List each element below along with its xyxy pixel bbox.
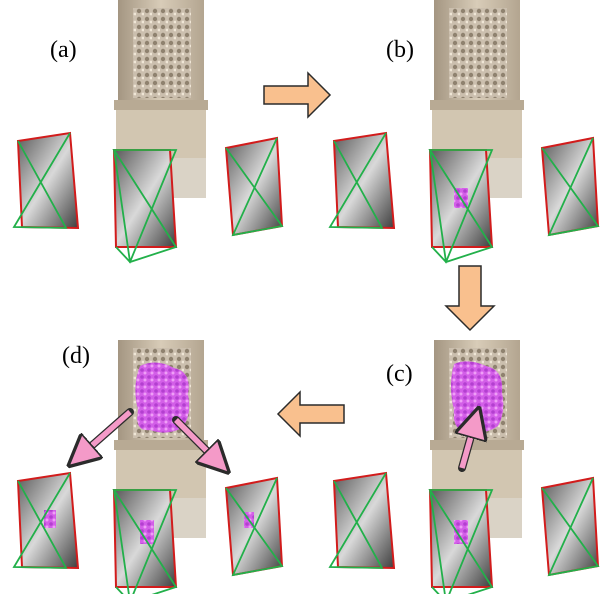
camera-frame-center bbox=[428, 149, 494, 264]
panel-a-label: (a) bbox=[50, 37, 77, 63]
camera-frame-left bbox=[328, 471, 396, 570]
camera-frame-left bbox=[328, 131, 396, 230]
camera-frame-right bbox=[540, 136, 600, 237]
panel-b bbox=[328, 0, 600, 264]
projected-patch bbox=[44, 510, 56, 528]
arrow-a-to-b bbox=[263, 71, 332, 119]
camera-frame-right bbox=[224, 476, 284, 577]
camera-frame-center bbox=[428, 489, 494, 594]
panel-d bbox=[12, 340, 284, 594]
camera-frame-right bbox=[224, 136, 284, 237]
panel-d-label: (d) bbox=[62, 343, 90, 369]
reconstructed-patch bbox=[135, 362, 190, 433]
panel-a bbox=[12, 0, 284, 264]
projected-patch bbox=[140, 520, 154, 544]
camera-frame-left bbox=[12, 471, 80, 570]
camera-frame-left bbox=[12, 131, 80, 230]
arrow-b-to-c bbox=[444, 265, 496, 332]
panel-b-label: (b) bbox=[386, 37, 414, 63]
camera-frame-right bbox=[540, 476, 600, 577]
arrow-c-to-d bbox=[276, 390, 345, 438]
panel-c-label: (c) bbox=[386, 361, 413, 387]
seed-patch bbox=[454, 520, 468, 544]
camera-frame-center bbox=[112, 149, 178, 264]
camera-frame-center bbox=[112, 489, 178, 594]
panel-c bbox=[328, 340, 600, 594]
